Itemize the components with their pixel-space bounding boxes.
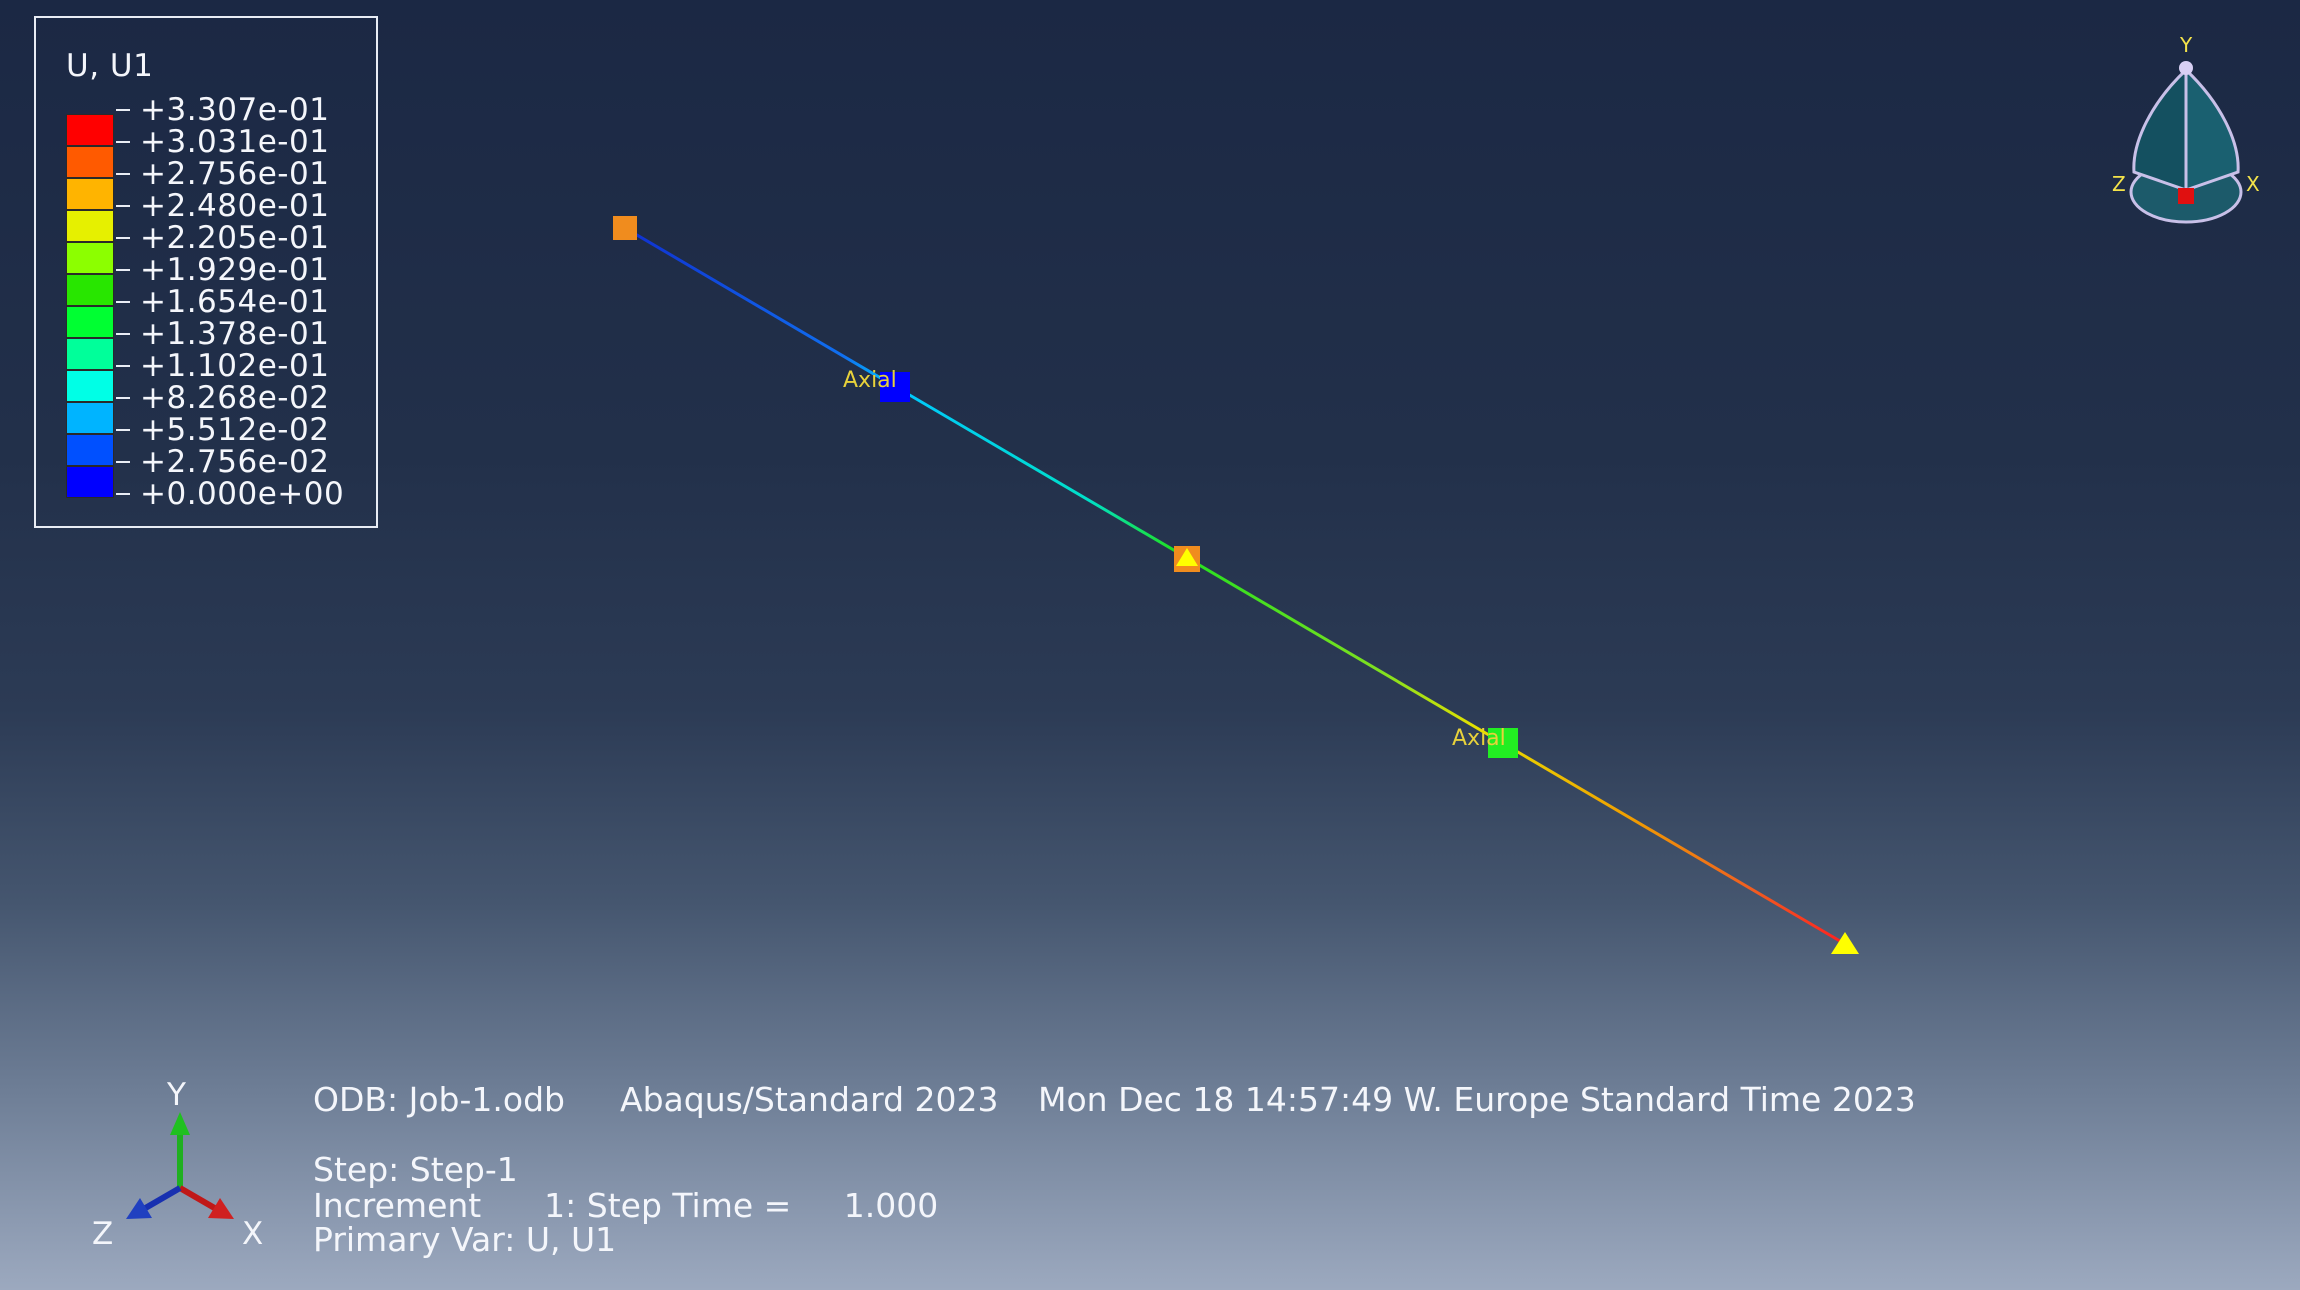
legend-tick <box>116 173 130 175</box>
solver-version: Abaqus/Standard 2023 <box>620 1080 999 1119</box>
legend-swatch <box>66 242 114 274</box>
axial-label-1: Axial <box>843 368 897 393</box>
view-triad-x-label: X <box>2246 172 2260 196</box>
contour-legend: U, U1 +3.307e-01 +3.031e-01 +2.756e-01 +2.4… <box>34 16 378 528</box>
legend-row: +1.929e-01 <box>116 252 344 288</box>
legend-color-bar <box>66 114 114 498</box>
legend-swatch <box>66 434 114 466</box>
legend-swatch <box>66 370 114 402</box>
legend-value: +1.102e-01 <box>140 348 330 384</box>
legend-value: +3.307e-01 <box>140 92 330 128</box>
step-name: Step: Step-1 <box>313 1150 518 1189</box>
legend-swatch <box>66 338 114 370</box>
legend-swatch <box>66 402 114 434</box>
legend-swatch <box>66 306 114 338</box>
legend-swatch <box>66 178 114 210</box>
legend-tick <box>116 301 130 303</box>
increment-info: Increment 1: Step Time = 1.000 <box>313 1186 939 1225</box>
legend-row: +1.378e-01 <box>116 316 344 352</box>
legend-tick <box>116 461 130 463</box>
legend-row: +3.307e-01 <box>116 92 344 128</box>
legend-tick <box>116 397 130 399</box>
legend-tick <box>116 365 130 367</box>
legend-row: +1.654e-01 <box>116 284 344 320</box>
legend-value: +1.654e-01 <box>140 284 330 320</box>
view-triad-y-label: Y <box>2179 33 2193 57</box>
view-cube-triad[interactable]: Y X Z <box>2112 32 2262 232</box>
legend-value: +2.756e-02 <box>140 444 330 480</box>
legend-row: +2.480e-01 <box>116 188 344 224</box>
legend-value: +2.756e-01 <box>140 156 330 192</box>
legend-row: +3.031e-01 <box>116 124 344 160</box>
legend-value: +1.378e-01 <box>140 316 330 352</box>
legend-row: +2.756e-02 <box>116 444 344 480</box>
node-marker-blue[interactable] <box>880 372 910 402</box>
legend-tick <box>116 109 130 111</box>
node-marker-orange-start[interactable] <box>613 216 637 240</box>
legend-tick <box>116 269 130 271</box>
legend-value: +2.205e-01 <box>140 220 330 256</box>
legend-value: +3.031e-01 <box>140 124 330 160</box>
legend-value: +5.512e-02 <box>140 412 330 448</box>
coordinate-triad: Y X Z <box>92 1080 263 1250</box>
legend-row: +1.102e-01 <box>116 348 344 384</box>
legend-value: +0.000e+00 <box>140 476 345 512</box>
triad-x-label: X <box>242 1216 263 1250</box>
legend-swatch <box>66 146 114 178</box>
node-marker-green[interactable] <box>1488 728 1518 758</box>
legend-labels: +3.307e-01 +3.031e-01 +2.756e-01 +2.480e-01… <box>116 92 345 512</box>
legend-tick <box>116 205 130 207</box>
triad-z-label: Z <box>92 1216 113 1250</box>
legend-row: +2.205e-01 <box>116 220 344 256</box>
beam-element[interactable] <box>624 226 1846 946</box>
legend-tick <box>116 493 130 495</box>
load-marker-mid <box>1176 548 1198 566</box>
legend-swatch <box>66 210 114 242</box>
legend-tick <box>116 141 130 143</box>
legend-tick <box>116 333 130 335</box>
legend-row: +0.000e+00 <box>116 476 345 512</box>
legend-value: +2.480e-01 <box>140 188 330 224</box>
legend-swatch <box>66 114 114 146</box>
legend-row: +5.512e-02 <box>116 412 344 448</box>
legend-swatch <box>66 466 114 498</box>
legend-title: U, U1 <box>66 48 154 84</box>
odb-name: ODB: Job-1.odb <box>313 1080 565 1119</box>
primary-variable: Primary Var: U, U1 <box>313 1220 617 1259</box>
legend-tick <box>116 237 130 239</box>
axial-label-2: Axial <box>1452 726 1506 751</box>
legend-value: +1.929e-01 <box>140 252 330 288</box>
legend-tick <box>116 429 130 431</box>
legend-swatch <box>66 274 114 306</box>
timestamp: Mon Dec 18 14:57:49 W. Europe Standard T… <box>1038 1080 1916 1119</box>
legend-value: +8.268e-02 <box>140 380 330 416</box>
legend-row: +8.268e-02 <box>116 380 344 416</box>
triad-y-label: Y <box>166 1080 186 1113</box>
view-triad-z-label: Z <box>2112 172 2126 196</box>
load-marker-end[interactable] <box>1831 932 1859 954</box>
legend-row: +2.756e-01 <box>116 156 344 192</box>
